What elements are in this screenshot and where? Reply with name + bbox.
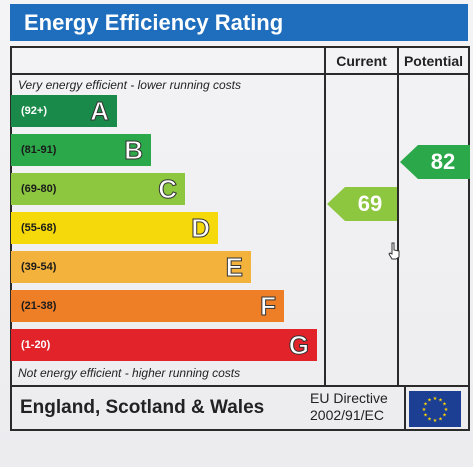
frame-right bbox=[468, 46, 470, 431]
page-title: Energy Efficiency Rating bbox=[10, 4, 468, 41]
eu-star-icon: ★ bbox=[433, 396, 438, 402]
rating-band-e: (39-54) E bbox=[11, 251, 251, 283]
eu-star-icon: ★ bbox=[422, 407, 427, 413]
band-letter: F bbox=[260, 291, 277, 322]
eu-directive-label: EU Directive 2002/91/EC bbox=[310, 390, 405, 424]
band-letter: G bbox=[288, 330, 309, 361]
efficient-note: Very energy efficient - lower running co… bbox=[18, 78, 241, 92]
frame-top bbox=[10, 46, 470, 48]
eu-flag-icon: ★★★★★★★★★ ★ ★★ bbox=[409, 391, 461, 427]
region-label: England, Scotland & Wales bbox=[20, 397, 265, 418]
chart-footer-divider bbox=[10, 385, 470, 387]
eu-star-icon: ★ bbox=[433, 418, 438, 424]
potential-rating-arrow: 82 bbox=[400, 145, 470, 179]
rating-band-f: (21-38) F bbox=[11, 290, 284, 322]
eu-star-icon: ★ bbox=[438, 397, 443, 403]
header-divider bbox=[10, 73, 470, 75]
eu-star-icon: ★ bbox=[427, 417, 432, 423]
inefficient-note: Not energy efficient - higher running co… bbox=[18, 366, 241, 380]
band-letter: C bbox=[158, 174, 178, 205]
current-column-header: Current bbox=[336, 53, 387, 69]
eu-star-icon: ★ bbox=[423, 413, 428, 419]
eu-directive-line2: 2002/91/EC bbox=[310, 407, 384, 423]
hand-cursor-icon bbox=[388, 242, 400, 260]
eu-star-icon: ★ bbox=[423, 402, 428, 408]
frame-bottom bbox=[10, 429, 470, 431]
rating-band-g: (1-20) G bbox=[11, 329, 317, 361]
rating-band-c: (69-80) C bbox=[11, 173, 185, 205]
rating-band-d: (55-68) D bbox=[11, 212, 218, 244]
rating-band-b: (81-91) B bbox=[11, 134, 151, 166]
band-range-label: (69-80) bbox=[21, 183, 57, 195]
rating-band-a: (92+) A bbox=[11, 95, 117, 127]
potential-column-divider bbox=[397, 46, 399, 387]
band-range-label: (1-20) bbox=[21, 339, 51, 351]
eu-star-icon: ★ bbox=[442, 402, 447, 408]
band-letter: D bbox=[191, 213, 211, 244]
eu-star-icon: ★ bbox=[442, 413, 447, 419]
eu-star-icon: ★ bbox=[438, 417, 443, 423]
band-range-label: (55-68) bbox=[21, 222, 57, 234]
band-letter: E bbox=[225, 252, 243, 283]
band-range-label: (39-54) bbox=[21, 261, 57, 273]
current-column-divider bbox=[324, 46, 326, 387]
eu-directive-line1: EU Directive bbox=[310, 390, 388, 406]
band-letter: B bbox=[124, 135, 144, 166]
eu-star-icon: ★ bbox=[427, 397, 432, 403]
footer-logo-divider bbox=[404, 387, 406, 429]
band-range-label: (21-38) bbox=[21, 300, 57, 312]
potential-column-header: Potential bbox=[403, 53, 464, 69]
band-range-label: (81-91) bbox=[21, 144, 57, 156]
current-rating-arrow: 69 bbox=[327, 187, 397, 221]
eu-star-icon: ★ bbox=[444, 407, 449, 413]
band-letter: A bbox=[90, 96, 110, 127]
band-range-label: (92+) bbox=[21, 105, 47, 117]
